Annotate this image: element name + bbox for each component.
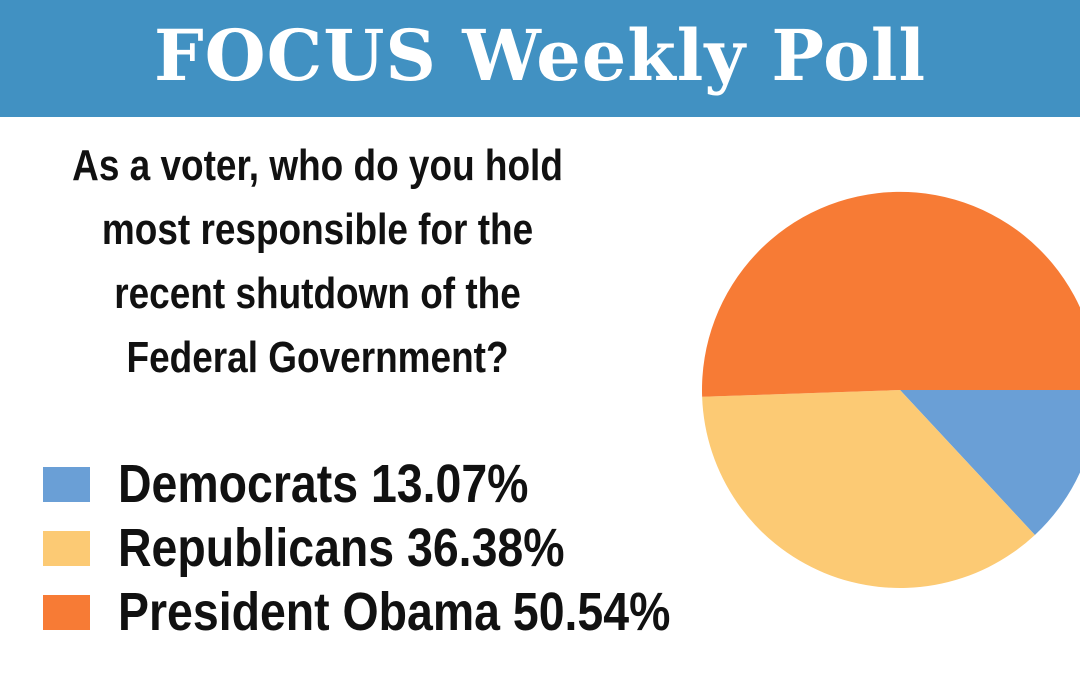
- pie-slice-republicans: [702, 390, 1035, 588]
- legend-item-president-obama: President Obama 50.54%: [43, 580, 760, 644]
- legend-item-democrats: Democrats 13.07%: [43, 452, 760, 516]
- chart-legend: Democrats 13.07% Republicans 36.38% Pres…: [43, 452, 760, 644]
- pie-chart-container: [690, 190, 1080, 590]
- pie-slice-president-obama: [702, 191, 1080, 397]
- header-banner: FOCUS Weekly Poll: [0, 0, 1080, 117]
- legend-swatch-republicans: [43, 530, 90, 566]
- question-line-3: recent shutdown of the: [114, 269, 521, 318]
- question-line-1: As a voter, who do you hold: [72, 141, 563, 190]
- legend-swatch-democrats: [43, 466, 90, 502]
- legend-label-democrats: Democrats 13.07%: [118, 454, 529, 514]
- question-line-4: Federal Government?: [126, 333, 509, 382]
- legend-label-republicans: Republicans 36.38%: [118, 518, 565, 578]
- pie-slice-democrats: [900, 390, 1080, 535]
- question-line-2: most responsible for the: [101, 205, 534, 254]
- legend-item-republicans: Republicans 36.38%: [43, 516, 760, 580]
- legend-swatch-president-obama: [43, 594, 90, 630]
- legend-label-president-obama: President Obama 50.54%: [118, 582, 671, 642]
- page-title: FOCUS Weekly Poll: [153, 14, 927, 97]
- pie-chart: [702, 191, 1080, 588]
- poll-question: As a voter, who do you hold most respons…: [0, 134, 635, 390]
